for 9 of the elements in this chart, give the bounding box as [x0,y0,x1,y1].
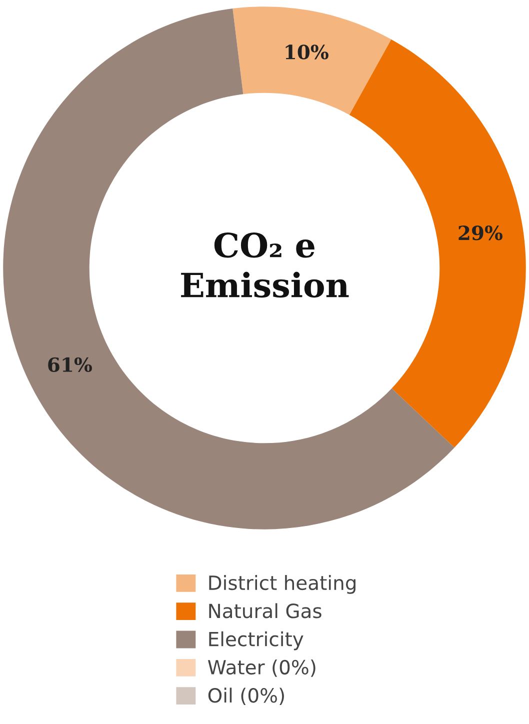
text: CO₂ e Emission [181,232,349,298]
legend-label: District heating [209,575,356,594]
data-label: 29% [458,226,502,240]
legend-label: Water (0%) [208,660,316,677]
legend-label: Electricity [209,631,304,650]
data-label: 61% [48,357,92,372]
legend-label: Oil (0%) [208,688,284,706]
data-label: 10% [286,44,328,60]
legend-label: Natural Gas [209,603,322,618]
